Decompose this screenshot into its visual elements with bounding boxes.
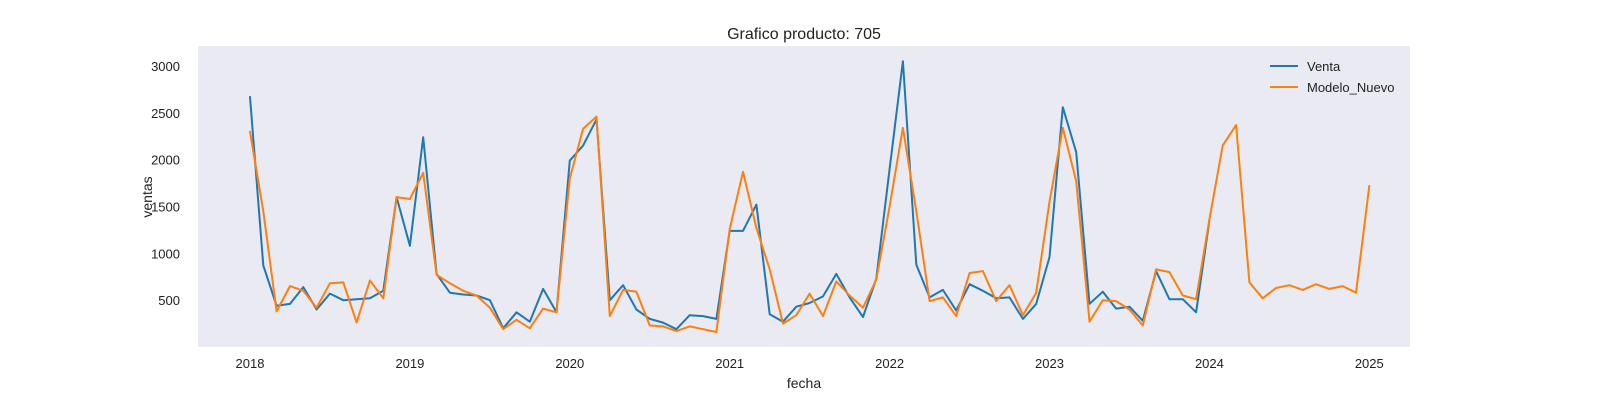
- y-tick-label: 1500: [151, 200, 180, 215]
- x-tick-label: 2019: [395, 356, 424, 371]
- y-tick-label: 500: [158, 293, 180, 308]
- x-tick-label: 2020: [555, 356, 584, 371]
- legend: Venta Modelo_Nuevo: [1270, 59, 1394, 95]
- chart-title: Grafico producto: 705: [727, 26, 881, 43]
- x-tick-label: 2018: [236, 356, 265, 371]
- series-line-modelo-nuevo: [249, 115, 1371, 333]
- series-lines: [249, 60, 1371, 333]
- x-tick-label: 2025: [1355, 356, 1384, 371]
- x-axis-ticks: 2018 2019 2020 2021 2022 2023 2024 2025: [236, 356, 1384, 371]
- y-tick-label: 2000: [151, 153, 180, 168]
- x-tick-label: 2023: [1035, 356, 1064, 371]
- y-tick-label: 2500: [151, 106, 180, 121]
- x-tick-label: 2021: [715, 356, 744, 371]
- plot-area: [198, 46, 1410, 347]
- legend-label: Venta: [1307, 59, 1341, 74]
- y-tick-label: 3000: [151, 59, 180, 74]
- x-axis-label: fecha: [787, 375, 821, 391]
- x-tick-label: 2024: [1195, 356, 1224, 371]
- legend-label: Modelo_Nuevo: [1307, 80, 1394, 95]
- y-axis-ticks: 500 1000 1500 2000 2500 3000: [151, 59, 180, 308]
- y-tick-label: 1000: [151, 246, 180, 261]
- y-axis-label: ventas: [139, 176, 155, 217]
- x-tick-label: 2022: [875, 356, 904, 371]
